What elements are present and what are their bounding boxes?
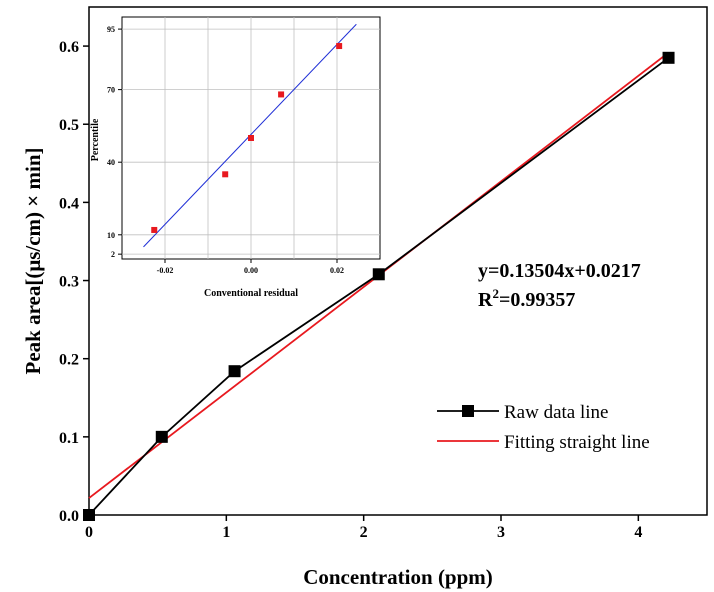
inset-residual-point bbox=[222, 171, 229, 178]
regression-equation: y=0.13504x+0.0217 bbox=[478, 260, 641, 282]
legend-raw-marker bbox=[462, 405, 474, 417]
raw-data-point bbox=[662, 51, 675, 64]
inset-y-tick-label: 70 bbox=[107, 86, 115, 95]
inset-y-tick-label: 10 bbox=[107, 231, 115, 240]
y-tick-label: 0.3 bbox=[59, 274, 79, 291]
x-tick-label: 1 bbox=[222, 524, 230, 541]
legend-raw-label: Raw data line bbox=[504, 402, 608, 423]
inset-x-tick-label: -0.02 bbox=[157, 266, 174, 275]
inset-residual-point bbox=[151, 226, 158, 233]
inset-x-axis-title: Conventional residual bbox=[204, 288, 298, 299]
x-tick-label: 0 bbox=[85, 524, 93, 541]
raw-data-point bbox=[228, 365, 241, 378]
raw-data-point bbox=[155, 430, 168, 443]
inset-residual-point bbox=[336, 43, 343, 50]
x-tick-label: 2 bbox=[360, 524, 368, 541]
inset-series bbox=[143, 23, 357, 248]
y-tick-label: 0.0 bbox=[59, 508, 79, 525]
y-tick-label: 0.6 bbox=[59, 39, 79, 56]
y-tick-label: 0.1 bbox=[59, 430, 79, 447]
inset-grid bbox=[122, 17, 380, 259]
x-tick-label: 3 bbox=[497, 524, 505, 541]
x-axis-title: Concentration (ppm) bbox=[303, 565, 493, 589]
r-squared-superscript: 2 bbox=[492, 286, 499, 301]
inset-y-tick-label: 2 bbox=[111, 250, 115, 259]
main-plot-frame bbox=[88, 6, 708, 516]
y-tick-label: 0.2 bbox=[59, 352, 79, 369]
main-series bbox=[83, 51, 675, 521]
r-squared-value: =0.99357 bbox=[499, 289, 575, 311]
y-axis-title: Peak area[(μs/cm) × min] bbox=[21, 147, 45, 374]
y-tick-label: 0.4 bbox=[59, 195, 79, 212]
raw-data-point bbox=[372, 268, 385, 281]
inset-x-tick-label: 0.00 bbox=[244, 266, 258, 275]
inset-x-tick-label: 0.02 bbox=[330, 266, 344, 275]
x-tick-label: 4 bbox=[634, 524, 642, 541]
r-squared: R2=0.99357 bbox=[478, 286, 575, 311]
inset-y-tick-label: 95 bbox=[107, 25, 115, 34]
inset-chart: -0.02 0.00 0.02 2 10 40 70 95 Conventional resi… bbox=[90, 16, 381, 299]
inset-y-tick-label: 40 bbox=[107, 158, 115, 167]
inset-residual-point bbox=[278, 91, 285, 98]
inset-ticks: -0.02 0.00 0.02 2 10 40 70 95 bbox=[107, 25, 344, 275]
main-ticks: 0 1 2 3 4 0.0 0.1 0.2 0.3 0.4 0.5 0.6 bbox=[59, 39, 642, 541]
raw-data-point bbox=[83, 509, 95, 521]
inset-residual-point bbox=[248, 135, 254, 141]
y-tick-label: 0.5 bbox=[59, 117, 79, 134]
legend: Raw data line Fitting straight line bbox=[437, 402, 650, 453]
legend-fit-label: Fitting straight line bbox=[504, 432, 650, 453]
r-squared-prefix: R bbox=[478, 289, 493, 311]
inset-y-axis-title: Percentile bbox=[90, 118, 101, 161]
